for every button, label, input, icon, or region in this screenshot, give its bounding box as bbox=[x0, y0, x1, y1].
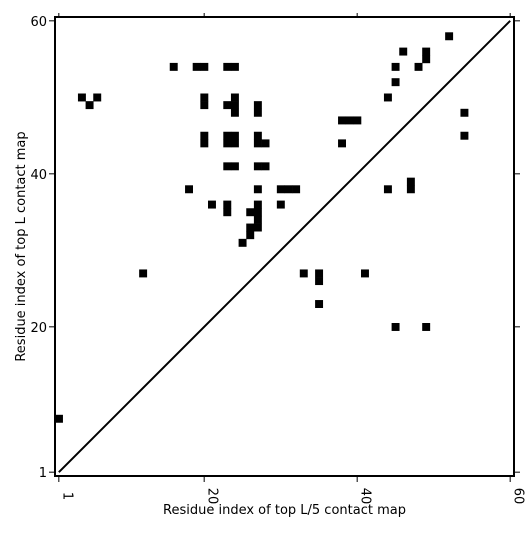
contact-cell-upper bbox=[246, 231, 255, 240]
contact-cell-upper bbox=[223, 131, 232, 140]
contact-cell-upper bbox=[261, 139, 270, 148]
contact-cell-upper bbox=[77, 93, 86, 102]
contact-cell-upper bbox=[345, 116, 354, 125]
contact-cell-upper bbox=[223, 208, 232, 217]
contact-cell-upper bbox=[200, 131, 209, 140]
contact-cell-upper bbox=[246, 223, 255, 232]
contact-cell-upper bbox=[284, 185, 293, 194]
contact-cell-upper bbox=[422, 47, 431, 56]
contact-cell-upper bbox=[230, 101, 239, 110]
contact-cell-upper bbox=[253, 162, 262, 171]
x-tick-label: 20 bbox=[205, 488, 220, 505]
contact-cell-upper bbox=[139, 269, 148, 278]
contact-cell-upper bbox=[223, 162, 232, 171]
contact-cell-upper bbox=[230, 139, 239, 148]
contact-cell-upper bbox=[253, 208, 262, 217]
contact-cell-upper bbox=[460, 108, 469, 117]
y-axis-label: Residue index of top L contact map bbox=[14, 131, 29, 361]
contact-cell-upper bbox=[353, 116, 362, 125]
contact-cell-upper bbox=[253, 101, 262, 110]
contact-cell-upper bbox=[276, 185, 285, 194]
contact-cell-upper bbox=[200, 139, 209, 148]
contact-cell-upper bbox=[253, 108, 262, 117]
contact-cell-upper bbox=[406, 185, 415, 194]
x-tick-label: 40 bbox=[358, 488, 373, 505]
contact-cell-upper bbox=[460, 131, 469, 140]
contact-cell-upper bbox=[383, 93, 392, 102]
contact-cell-lower bbox=[55, 414, 63, 423]
axis-ticks: 1 20 40 60 1 20 40 60 bbox=[30, 13, 526, 505]
contact-cell-upper bbox=[85, 101, 94, 110]
contact-cell-upper bbox=[253, 139, 262, 148]
contact-cell-upper bbox=[230, 162, 239, 171]
contact-cell-upper bbox=[230, 93, 239, 102]
contact-cell-upper bbox=[276, 200, 285, 209]
y-tick-label: 20 bbox=[30, 321, 47, 336]
contact-cell-upper bbox=[315, 277, 324, 286]
contact-cell-upper bbox=[169, 62, 178, 71]
plot-frame bbox=[54, 16, 515, 477]
contact-cell-upper bbox=[361, 269, 369, 278]
contact-cell-upper bbox=[223, 139, 232, 148]
contact-cell-upper bbox=[223, 62, 232, 71]
contact-cell-upper bbox=[391, 62, 400, 71]
contact-cell-upper bbox=[93, 93, 102, 102]
contact-cell-upper bbox=[261, 162, 270, 171]
contact-cell-upper bbox=[208, 200, 216, 209]
y-tick-label: 60 bbox=[30, 15, 47, 30]
contact-cell-upper bbox=[200, 101, 209, 110]
contact-cell-upper bbox=[253, 223, 262, 232]
contact-cell-upper bbox=[299, 269, 308, 278]
contact-cell-upper bbox=[253, 200, 262, 209]
y-tick-label: 40 bbox=[30, 168, 47, 183]
contact-cell-upper bbox=[253, 215, 262, 224]
contact-cells bbox=[55, 32, 469, 423]
contact-cell-upper bbox=[399, 47, 408, 56]
contact-cell-upper bbox=[315, 269, 324, 278]
contact-cell-upper bbox=[192, 62, 201, 71]
contact-cell-upper bbox=[338, 116, 346, 125]
contact-cell-upper bbox=[391, 78, 400, 87]
contact-cell-upper bbox=[422, 55, 431, 64]
x-tick-label: 1 bbox=[59, 492, 74, 500]
contact-cell-upper bbox=[223, 101, 232, 110]
contact-cell-upper bbox=[338, 139, 346, 148]
contact-cell-lower bbox=[422, 323, 431, 331]
contact-cell-upper bbox=[253, 185, 262, 194]
diagonal-line bbox=[58, 20, 511, 473]
contact-cell-upper bbox=[223, 200, 232, 209]
contact-cell-upper bbox=[200, 62, 209, 71]
contact-cell-upper bbox=[230, 62, 239, 71]
x-tick-label: 60 bbox=[511, 488, 526, 505]
contact-cell-upper bbox=[383, 185, 392, 194]
contact-cell-upper bbox=[246, 208, 255, 217]
contact-cell-upper bbox=[185, 185, 193, 194]
contact-cell-upper bbox=[406, 177, 415, 186]
contact-cell-upper bbox=[230, 108, 239, 117]
contact-cell-upper bbox=[414, 62, 423, 71]
contact-cell-upper bbox=[238, 238, 247, 247]
contact-cell-upper bbox=[315, 300, 324, 308]
contact-cell-upper bbox=[292, 185, 301, 194]
contact-cell-upper bbox=[230, 131, 239, 140]
y-tick-label: 1 bbox=[39, 466, 47, 481]
x-axis-label: Residue index of top L/5 contact map bbox=[163, 503, 406, 518]
contact-cell-upper bbox=[445, 32, 454, 41]
contact-cell-lower bbox=[391, 323, 400, 331]
contact-cell-upper bbox=[253, 131, 262, 140]
contact-cell-upper bbox=[200, 93, 209, 102]
